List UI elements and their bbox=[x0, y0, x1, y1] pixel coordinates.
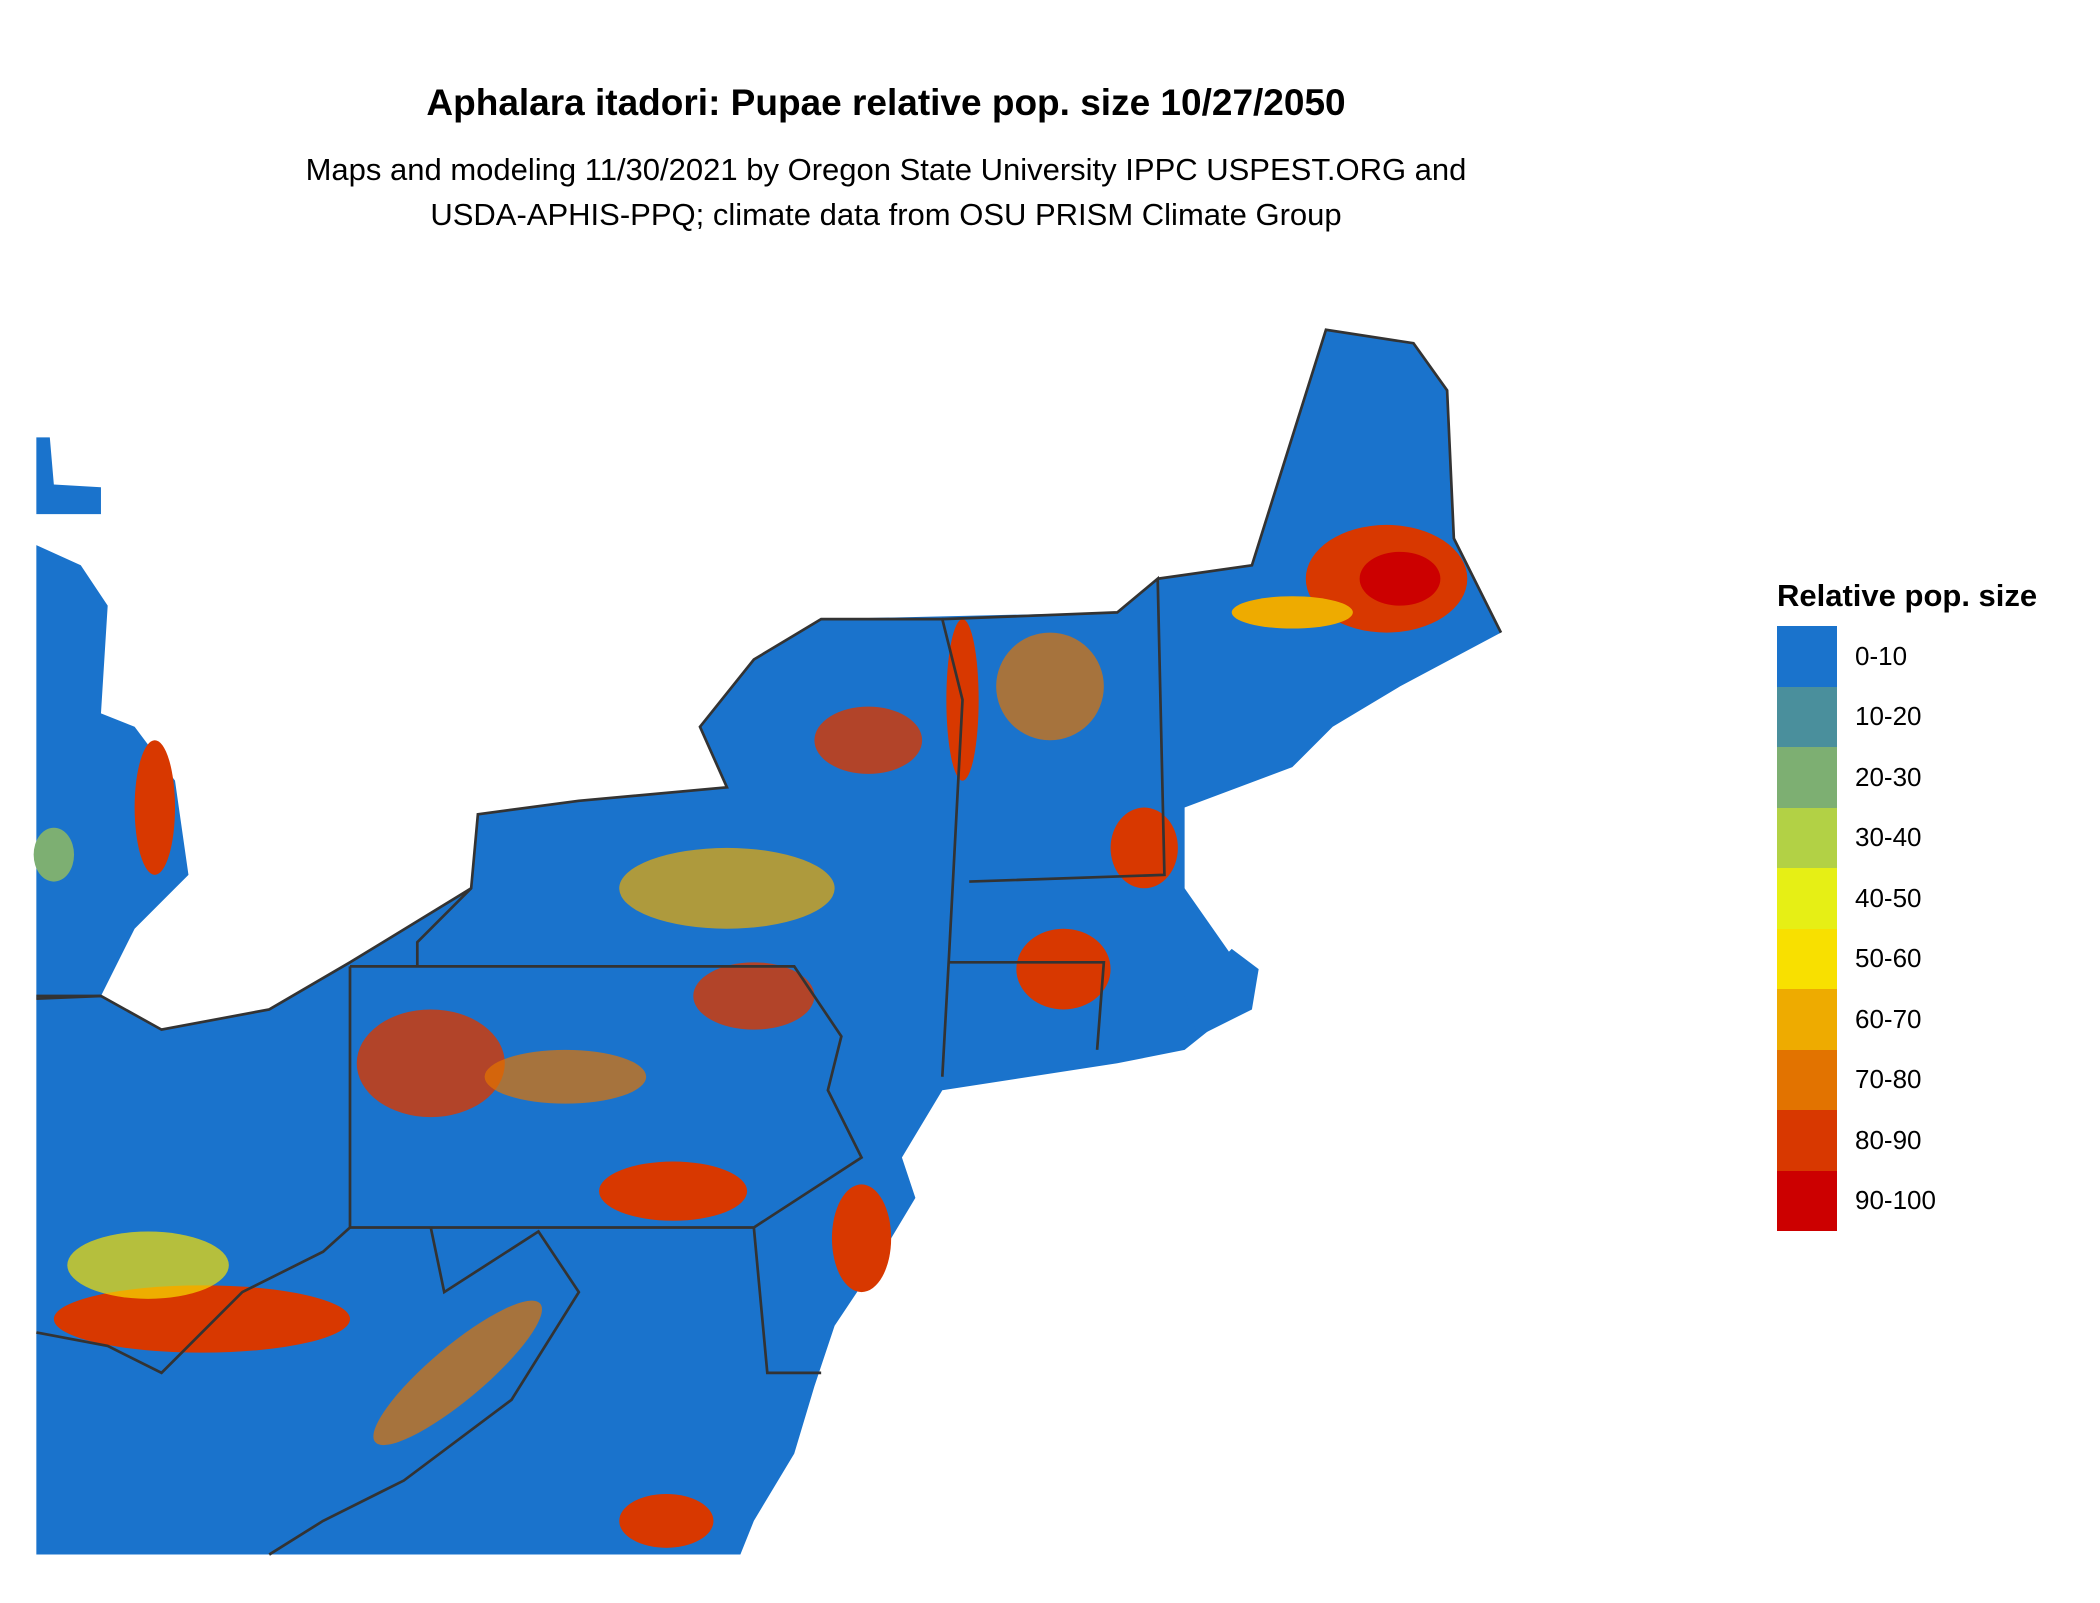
legend-swatch bbox=[1777, 626, 1837, 687]
legend-label: 50-60 bbox=[1855, 943, 1922, 974]
legend-swatch bbox=[1777, 686, 1837, 747]
legend-item: 60-70 bbox=[1777, 989, 2037, 1050]
legend-item: 10-20 bbox=[1777, 686, 2037, 747]
legend-item: 90-100 bbox=[1777, 1170, 2037, 1231]
legend-item: 50-60 bbox=[1777, 928, 2037, 989]
legend-swatch bbox=[1777, 928, 1837, 989]
vt-nh-border bbox=[942, 575, 1166, 883]
state-borders bbox=[36, 328, 1503, 1556]
legend-swatch bbox=[1777, 1170, 1837, 1231]
patch-wv bbox=[373, 1300, 542, 1446]
wv-border bbox=[268, 1227, 581, 1556]
legend-label: 30-40 bbox=[1855, 822, 1922, 853]
patch-maine-inner bbox=[1359, 551, 1441, 606]
patch-ne-coast bbox=[1110, 807, 1178, 889]
legend-label: 0-10 bbox=[1855, 640, 1908, 671]
patch-nj bbox=[831, 1184, 892, 1293]
patch-ny-adirondack bbox=[814, 706, 923, 774]
land bbox=[36, 329, 1501, 1555]
legend-swatch bbox=[1777, 989, 1837, 1050]
oh-pa-border bbox=[36, 1226, 351, 1375]
subtitle-line-2: USDA-APHIS-PPQ; climate data from OSU PR… bbox=[430, 197, 1342, 232]
legend-label: 70-80 bbox=[1855, 1064, 1922, 1095]
legend-swatch bbox=[1777, 807, 1837, 868]
pa-border bbox=[348, 965, 864, 1229]
legend-item: 40-50 bbox=[1777, 868, 2037, 929]
coastline bbox=[36, 887, 472, 1032]
legend-title: Relative pop. size bbox=[1777, 578, 2038, 613]
cape-cod bbox=[1184, 948, 1259, 1037]
ma-border bbox=[949, 960, 1106, 1050]
patch-ohio bbox=[53, 1285, 350, 1353]
legend-label: 80-90 bbox=[1855, 1124, 1922, 1155]
mainland bbox=[36, 329, 1501, 1555]
legend-swatch bbox=[1777, 868, 1837, 929]
legend-label: 40-50 bbox=[1855, 882, 1922, 913]
legend-swatch bbox=[1777, 747, 1837, 808]
legend-item: 80-90 bbox=[1777, 1110, 2037, 1171]
legend-label: 20-30 bbox=[1855, 761, 1922, 792]
legend-label: 60-70 bbox=[1855, 1003, 1922, 1034]
legend-swatch bbox=[1777, 1049, 1837, 1110]
patch-michigan-green bbox=[33, 827, 75, 882]
subtitle-line-1: Maps and modeling 11/30/2021 by Oregon S… bbox=[305, 152, 1467, 187]
patch-mass bbox=[1016, 928, 1111, 1010]
legend-item: 20-30 bbox=[1777, 747, 2037, 808]
patch-ny-west bbox=[619, 847, 835, 929]
legend: Relative pop. size 0-10 10-20 20-30 30-40 40… bbox=[1777, 578, 2037, 1231]
patch-pa-south bbox=[599, 1161, 748, 1221]
patch-maine-east bbox=[1231, 596, 1353, 629]
legend-swatch bbox=[1777, 1110, 1837, 1171]
patch-pa-central bbox=[484, 1049, 647, 1104]
me-nh-border bbox=[1157, 328, 1503, 634]
legend-label: 10-20 bbox=[1855, 701, 1922, 732]
legend-item: 70-80 bbox=[1777, 1049, 2037, 1110]
md-de-border bbox=[752, 1227, 822, 1375]
patch-ohio-yellow bbox=[67, 1231, 229, 1299]
patch-va bbox=[619, 1493, 714, 1548]
patch-pa-east bbox=[693, 962, 815, 1030]
patch-pa-west bbox=[356, 1009, 505, 1118]
legend-label: 90-100 bbox=[1855, 1185, 1936, 1216]
map-title: Aphalara itadori: Pupae relative pop. si… bbox=[426, 82, 1346, 123]
legend-item: 30-40 bbox=[1777, 807, 2037, 868]
patch-nh bbox=[996, 632, 1104, 741]
patch-michigan bbox=[134, 740, 175, 875]
michigan-lower-peninsula bbox=[36, 545, 189, 996]
michigan-upper-peninsula bbox=[36, 437, 101, 515]
suitability-patches bbox=[33, 524, 1468, 1548]
legend-item: 0-10 bbox=[1777, 626, 2037, 687]
